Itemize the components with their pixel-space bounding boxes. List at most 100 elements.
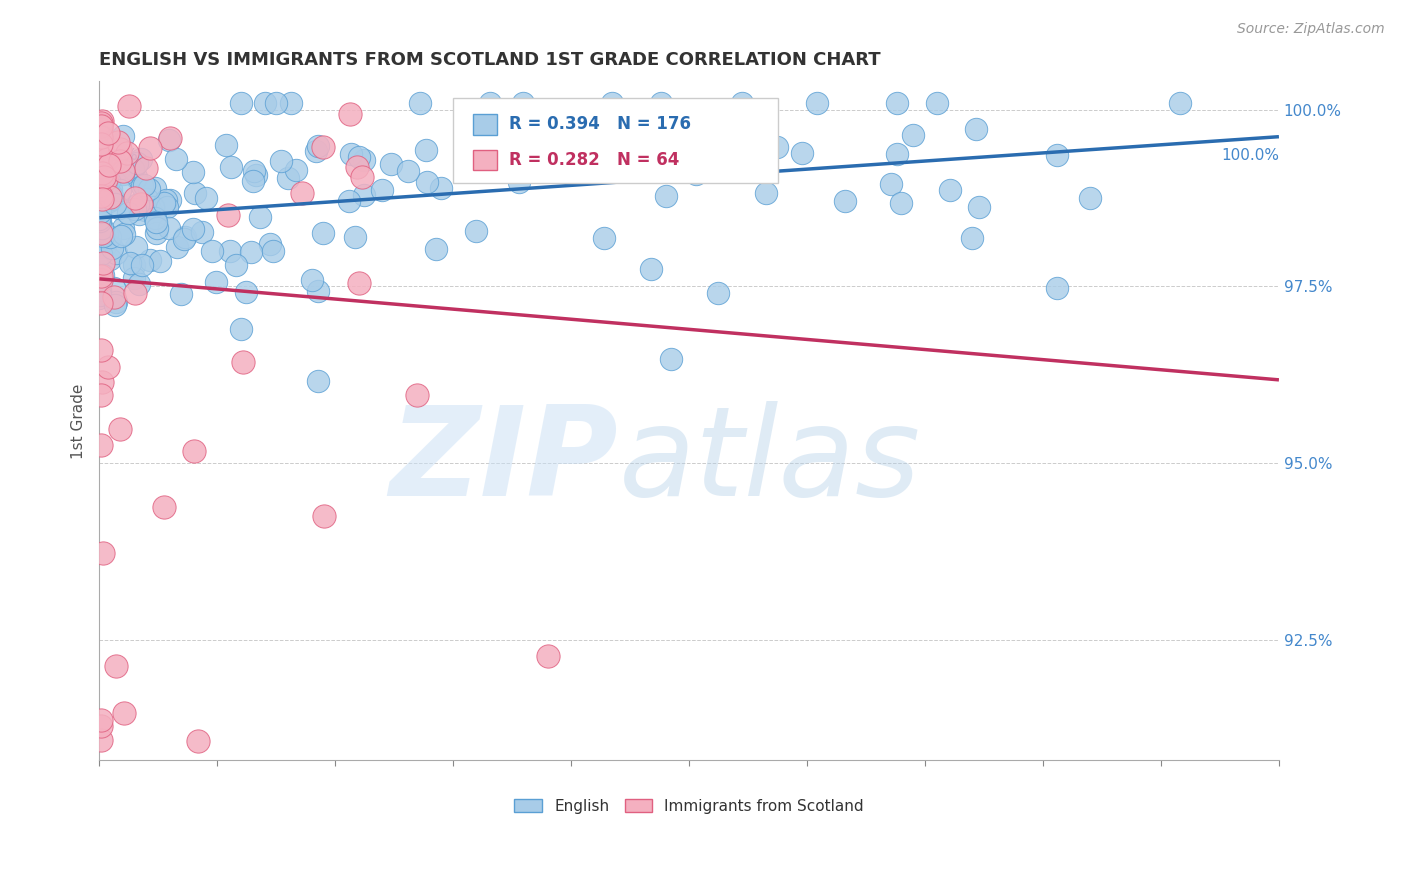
Point: [156, 201, 179, 215]
Point: [97, 126, 120, 140]
Point: [380, 156, 402, 170]
Point: [153, 195, 176, 210]
Point: [91, 262, 114, 277]
Point: [98, 189, 121, 203]
Point: [124, 191, 146, 205]
Point: [96, 175, 118, 189]
Point: [101, 189, 124, 203]
Point: [600, 95, 623, 110]
Point: [89, 211, 111, 226]
Point: [89, 185, 111, 199]
Point: [91, 166, 114, 180]
Point: [96, 228, 118, 243]
Point: [245, 168, 267, 182]
Point: [108, 161, 131, 175]
Point: [565, 119, 588, 133]
Point: [347, 150, 370, 164]
Point: [110, 229, 132, 244]
Point: [170, 287, 193, 301]
Point: [97, 359, 120, 374]
Point: [508, 175, 530, 189]
Point: [312, 139, 335, 153]
Text: 100.0%: 100.0%: [1220, 148, 1279, 163]
Point: [353, 187, 375, 202]
Point: [127, 197, 149, 211]
Point: [280, 95, 302, 110]
Point: [396, 164, 419, 178]
Point: [264, 95, 287, 110]
Point: [100, 187, 122, 202]
Point: [259, 237, 281, 252]
Point: [90, 221, 112, 235]
Point: [967, 200, 990, 214]
Point: [165, 152, 187, 166]
Point: [659, 351, 682, 366]
Point: [90, 130, 112, 145]
Point: [90, 732, 112, 747]
Point: [91, 376, 114, 390]
Point: [89, 238, 111, 252]
Point: [650, 95, 672, 110]
FancyBboxPatch shape: [453, 98, 778, 183]
Point: [479, 95, 502, 110]
Point: [89, 288, 111, 302]
Point: [346, 160, 368, 174]
Point: [124, 202, 146, 217]
Point: [183, 444, 205, 458]
Point: [131, 179, 153, 194]
Text: R = 0.282   N = 64: R = 0.282 N = 64: [509, 152, 679, 169]
Point: [159, 193, 181, 207]
Point: [129, 196, 152, 211]
Legend: English, Immigrants from Scotland: English, Immigrants from Scotland: [515, 799, 863, 814]
Point: [98, 158, 121, 172]
Point: [90, 343, 112, 357]
Point: [707, 286, 730, 301]
Point: [173, 232, 195, 246]
Point: [406, 387, 429, 401]
Point: [89, 176, 111, 190]
Point: [122, 271, 145, 285]
Text: Source: ZipAtlas.com: Source: ZipAtlas.com: [1237, 22, 1385, 37]
Point: [592, 231, 614, 245]
Point: [305, 144, 328, 158]
Point: [215, 137, 238, 152]
Point: [89, 292, 111, 306]
Point: [301, 273, 323, 287]
Point: [655, 188, 678, 202]
Point: [91, 139, 114, 153]
Point: [142, 200, 165, 214]
Point: [586, 128, 609, 143]
Point: [122, 258, 145, 272]
Point: [94, 239, 117, 253]
Point: [464, 224, 486, 238]
Point: [104, 196, 127, 211]
Point: [755, 186, 778, 201]
Point: [143, 181, 166, 195]
Point: [117, 205, 139, 219]
Point: [965, 122, 987, 136]
Point: [90, 169, 112, 183]
Point: [94, 172, 117, 186]
Point: [90, 119, 112, 133]
Point: [125, 156, 148, 170]
Point: [370, 183, 392, 197]
Point: [111, 168, 134, 182]
Point: [111, 164, 134, 178]
Point: [91, 256, 114, 270]
Point: [685, 167, 707, 181]
Point: [89, 148, 111, 162]
Point: [229, 321, 252, 335]
Point: [93, 169, 115, 184]
Point: [938, 183, 960, 197]
Point: [128, 207, 150, 221]
Text: 0.0%: 0.0%: [100, 148, 138, 163]
Point: [409, 95, 432, 110]
Point: [90, 713, 112, 727]
Point: [155, 193, 177, 207]
Point: [138, 141, 160, 155]
Point: [93, 268, 115, 282]
Point: [834, 194, 856, 208]
Point: [90, 188, 112, 202]
Point: [181, 165, 204, 179]
Point: [101, 241, 124, 255]
